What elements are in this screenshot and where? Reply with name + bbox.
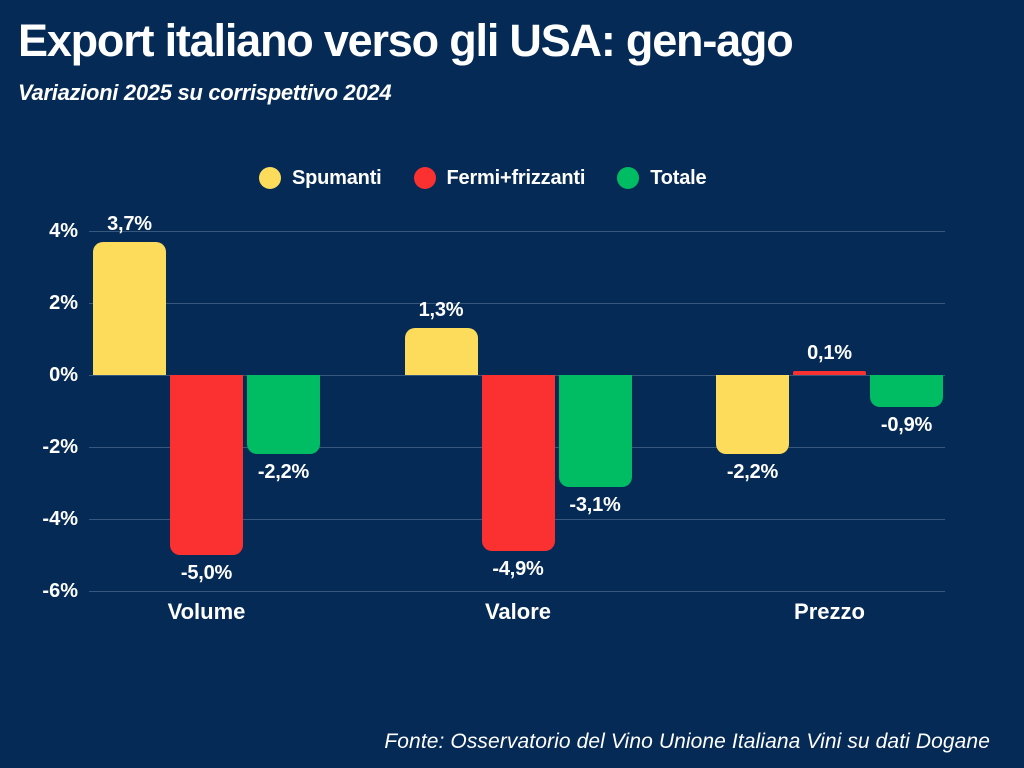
bar-value-label: 0,1% (807, 342, 852, 365)
bar-totale-valore (558, 375, 632, 487)
bar-fermi-frizzanti-volume (170, 375, 243, 555)
gridline (89, 591, 945, 592)
y-axis-tick: 2% (49, 292, 78, 314)
bar-value-label: -2,2% (726, 461, 779, 484)
bar-value-label: -3,1% (569, 493, 621, 516)
bar-value-label: -5,0% (180, 562, 233, 584)
bar-value-label: 1,3% (418, 299, 464, 322)
bar-spumanti-prezzo (716, 375, 789, 455)
source-note: Fonte: Osservatorio del Vino Unione Ital… (384, 730, 990, 753)
bar-totale-volume (247, 375, 320, 455)
y-axis-tick: 0% (49, 364, 78, 386)
legend-label: Spumanti (292, 166, 382, 189)
y-axis-tick: -2% (42, 436, 78, 458)
bar-totale-prezzo (870, 375, 943, 408)
bar-fermi-frizzanti-valore (481, 375, 555, 552)
y-axis-tick: 4% (49, 220, 78, 242)
legend-swatch-icon (259, 167, 281, 189)
legend-label: Totale (650, 166, 707, 189)
chart-legend: Spumanti Fermi+frizzanti Totale (259, 164, 707, 192)
bar-value-label: -0,9% (880, 414, 933, 437)
y-axis-tick: -4% (42, 508, 78, 530)
bar-value-label: 3,7% (107, 212, 152, 235)
x-axis-category-prezzo: Prezzo (794, 599, 865, 624)
bar-value-label: -2,2% (257, 461, 310, 484)
legend-item-spumanti: Spumanti (259, 167, 382, 190)
legend-swatch-icon (617, 167, 640, 189)
bar-value-label: -4,9% (492, 558, 544, 581)
page-subtitle: Variazioni 2025 su corrispettivo 2024 (18, 80, 392, 105)
gridline (89, 303, 945, 304)
bar-spumanti-volume (93, 241, 166, 375)
page-title: Export italiano verso gli USA: gen-ago (18, 15, 794, 66)
legend-item-fermi-frizzanti: Fermi+frizzanti (413, 166, 586, 190)
y-axis-tick: -6% (42, 580, 78, 602)
bar-spumanti-valore (404, 328, 478, 375)
bar-fermi-frizzanti-prezzo (793, 371, 866, 375)
legend-swatch-icon (413, 167, 436, 189)
legend-label: Fermi+frizzanti (446, 166, 586, 189)
x-axis-category-volume: Volume (167, 599, 246, 624)
x-axis-category-valore: Valore (484, 599, 552, 624)
gridline (89, 231, 945, 232)
legend-item-totale: Totale (617, 166, 707, 190)
